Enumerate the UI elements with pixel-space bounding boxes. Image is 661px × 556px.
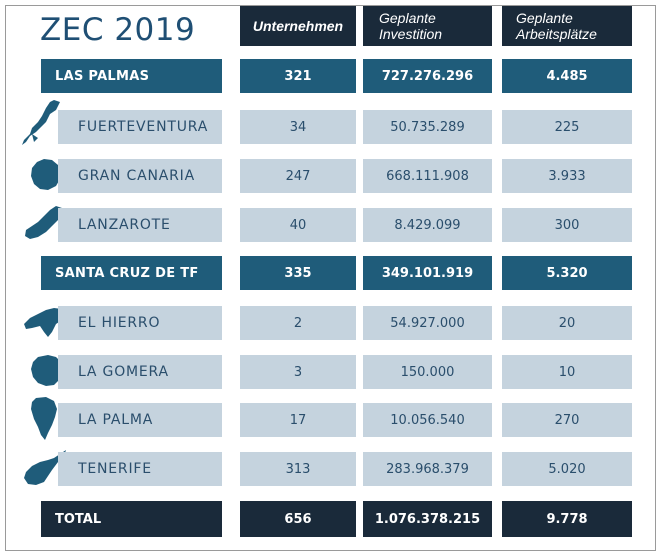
row-name: TENERIFE (58, 452, 222, 486)
row-investment: 54.927.000 (363, 306, 492, 340)
row-investment: 150.000 (363, 355, 492, 389)
table-row-total: TOTAL 656 1.076.378.215 9.778 (0, 501, 661, 537)
header-jobs-line2: Arbeitsplätze (516, 26, 597, 42)
row-name: LA PALMA (58, 403, 222, 437)
header-companies: Unternehmen (240, 6, 356, 46)
row-name: LAS PALMAS (41, 59, 222, 93)
row-companies: 335 (240, 256, 356, 290)
header-jobs-line1: Geplante (516, 10, 573, 26)
table-row: LANZAROTE 40 8.429.099 300 (0, 206, 661, 242)
row-jobs: 5.320 (502, 256, 632, 290)
row-jobs: 225 (502, 110, 632, 144)
lanzarote-icon (22, 204, 66, 242)
row-companies: 2 (240, 306, 356, 340)
table-row: SANTA CRUZ DE TF 335 349.101.919 5.320 (0, 256, 661, 290)
table-row: LAS PALMAS 321 727.276.296 4.485 (0, 59, 661, 93)
row-jobs: 300 (502, 208, 632, 242)
row-investment: 1.076.378.215 (363, 501, 492, 537)
row-companies: 40 (240, 208, 356, 242)
row-jobs: 10 (502, 355, 632, 389)
tenerife-icon (20, 448, 68, 488)
row-investment: 727.276.296 (363, 59, 492, 93)
row-name: GRAN CANARIA (58, 159, 222, 193)
table-row: LA PALMA 17 10.056.540 270 (0, 397, 661, 440)
gran-canaria-icon (28, 157, 64, 193)
row-investment: 10.056.540 (363, 403, 492, 437)
row-jobs: 4.485 (502, 59, 632, 93)
header-investment: Geplante Investition (363, 6, 492, 46)
header-investment-line1: Geplante (379, 10, 436, 26)
row-name: TOTAL (41, 501, 222, 537)
table-row: EL HIERRO 2 54.927.000 20 (0, 306, 661, 340)
row-jobs: 270 (502, 403, 632, 437)
fuerteventura-icon (20, 98, 62, 148)
row-investment: 349.101.919 (363, 256, 492, 290)
row-name: LANZAROTE (58, 208, 222, 242)
row-companies: 656 (240, 501, 356, 537)
table-row: GRAN CANARIA 247 668.111.908 3.933 (0, 159, 661, 193)
la-palma-icon (28, 395, 60, 443)
row-companies: 247 (240, 159, 356, 193)
el-hierro-icon (20, 304, 68, 340)
row-name: EL HIERRO (58, 306, 222, 340)
row-investment: 50.735.289 (363, 110, 492, 144)
row-name: LA GOMERA (58, 355, 222, 389)
row-jobs: 3.933 (502, 159, 632, 193)
row-companies: 17 (240, 403, 356, 437)
row-companies: 321 (240, 59, 356, 93)
row-companies: 34 (240, 110, 356, 144)
header-companies-label: Unternehmen (252, 18, 344, 34)
row-name: FUERTEVENTURA (58, 110, 222, 144)
table-row: FUERTEVENTURA 34 50.735.289 225 (0, 100, 661, 145)
la-gomera-icon (28, 353, 66, 389)
row-name: SANTA CRUZ DE TF (41, 256, 222, 290)
row-jobs: 9.778 (502, 501, 632, 537)
row-investment: 283.968.379 (363, 452, 492, 486)
row-jobs: 20 (502, 306, 632, 340)
row-companies: 313 (240, 452, 356, 486)
header-investment-line2: Investition (379, 26, 443, 42)
table-row: TENERIFE 313 283.968.379 5.020 (0, 450, 661, 486)
row-jobs: 5.020 (502, 452, 632, 486)
row-investment: 668.111.908 (363, 159, 492, 193)
row-companies: 3 (240, 355, 356, 389)
page-title: ZEC 2019 (40, 12, 196, 48)
row-investment: 8.429.099 (363, 208, 492, 242)
header-jobs: Geplante Arbeitsplätze (502, 6, 632, 46)
table-row: LA GOMERA 3 150.000 10 (0, 355, 661, 389)
